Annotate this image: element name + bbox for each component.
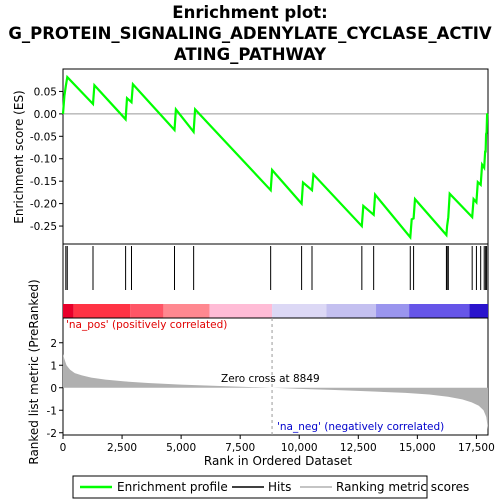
metric-y-axis-label: Ranked list metric (PreRanked) [27, 279, 41, 464]
metric-y-ticks: -2 -1 0 1 2 [47, 338, 63, 440]
color-band-segment [409, 304, 470, 318]
metric-panel-frame [62, 317, 489, 436]
es-y-ticks: -0.25 -0.20 -0.15 -0.10 -0.05 0.00 0.05 [30, 86, 63, 233]
es-y-tick-label: 0.00 [34, 109, 57, 121]
es-y-tick-label: 0.05 [34, 86, 57, 98]
x-tick-label: 7,500 [225, 442, 255, 454]
title-line-1: Enrichment plot: [172, 3, 327, 22]
enrichment-profile-line [61, 74, 489, 241]
color-band-segment [209, 304, 273, 318]
x-tick-label: 12,500 [340, 442, 377, 454]
color-band-segment [376, 304, 410, 318]
zero-cross-label: Zero cross at 8849 [221, 373, 320, 385]
metric-y-tick-label: 2 [50, 338, 57, 350]
color-band-segment [272, 304, 327, 318]
legend-label-metric: Ranking metric scores [336, 480, 469, 494]
metric-y-tick-label: -1 [47, 405, 57, 417]
metric-y-tick-label: 1 [50, 360, 57, 372]
neg-label: 'na_neg' (negatively correlated) [277, 421, 444, 433]
legend-label-enrichment: Enrichment profile [117, 480, 228, 494]
es-y-tick-label: -0.15 [30, 176, 57, 188]
color-band-segment [326, 304, 377, 318]
hits-panel [62, 243, 489, 319]
title-line-3: ATING_PATHWAY [174, 45, 327, 64]
legend: Enrichment profile Hits Ranking metric s… [72, 475, 469, 499]
color-band-segment [73, 304, 131, 318]
metric-y-tick-label: -2 [47, 428, 57, 440]
x-tick-label: 0 [60, 442, 67, 454]
es-y-axis-label: Enrichment score (ES) [12, 90, 26, 223]
es-panel-frame [62, 68, 489, 245]
pos-label: 'na_pos' (positively correlated) [66, 319, 227, 331]
es-y-tick-label: -0.10 [30, 154, 57, 166]
rank-color-band [63, 304, 488, 318]
es-y-tick-label: -0.05 [30, 131, 57, 143]
x-tick-label: 15,000 [399, 442, 436, 454]
title-line-2: G_PROTEIN_SIGNALING_ADENYLATE_CYCLASE_AC… [8, 24, 492, 43]
ranking-metric-area [63, 354, 488, 430]
es-y-tick-label: -0.20 [30, 199, 57, 211]
color-band-segment [163, 304, 210, 318]
es-panel: -0.25 -0.20 -0.15 -0.10 -0.05 0.00 0.05 Enrich… [12, 68, 489, 245]
hit-lines [65, 246, 488, 290]
x-ticks: 0 2,500 5,000 7,500 10,000 12,500 15,000 17,500 [60, 435, 495, 454]
x-tick-label: 2,500 [107, 442, 137, 454]
metric-y-tick-label: 0 [50, 383, 57, 395]
metric-panel: -2 -1 0 1 2 'na_pos' (positively correlated)… [27, 279, 489, 465]
es-y-tick-label: -0.25 [30, 221, 57, 233]
color-band-segment [63, 304, 74, 318]
color-band-segment [469, 304, 488, 318]
legend-label-hits: Hits [268, 480, 291, 494]
x-axis-label: Rank in Ordered Dataset [204, 454, 352, 468]
x-tick-label: 5,000 [166, 442, 196, 454]
x-tick-label: 17,500 [458, 442, 495, 454]
color-band-segment [130, 304, 164, 318]
x-tick-label: 10,000 [281, 442, 318, 454]
